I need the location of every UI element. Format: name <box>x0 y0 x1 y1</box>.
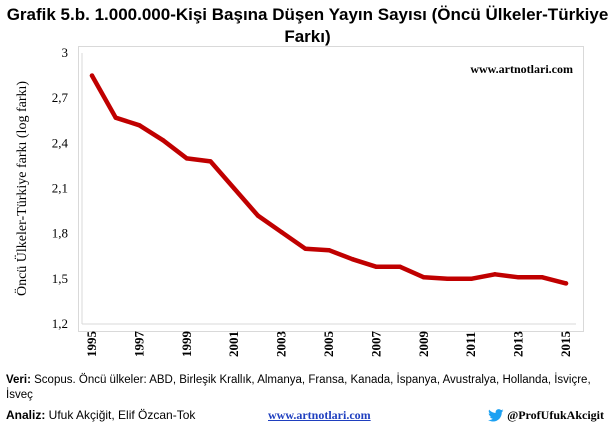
y-tick-label: 2,4 <box>52 135 69 150</box>
y-tick-label: 1,2 <box>52 316 68 331</box>
plot-area-border <box>78 46 584 332</box>
watermark: www.artnotlari.com <box>470 62 573 76</box>
x-tick-label: 2003 <box>274 331 289 358</box>
x-tick-label: 2001 <box>226 331 241 357</box>
data-point <box>516 275 521 280</box>
data-point <box>326 248 332 253</box>
data-point <box>421 275 426 280</box>
data-point <box>563 281 569 286</box>
x-tick-label: 1995 <box>84 331 99 358</box>
x-tick-label: 2005 <box>321 331 336 358</box>
source-label: Veri: <box>6 374 31 386</box>
x-tick-label: 2011 <box>463 332 478 357</box>
data-point <box>160 138 166 143</box>
data-point <box>137 123 142 128</box>
x-tick-label: 2009 <box>416 331 431 358</box>
twitter-handle-text: @ProfUfukAkcigit <box>507 408 604 422</box>
data-point <box>232 186 237 191</box>
data-point <box>303 246 308 251</box>
twitter-bird-icon <box>488 409 504 422</box>
x-tick-label: 2015 <box>558 331 573 358</box>
line-chart: 1,2 1,5 1,8 2,1 2,4 2,7 3 1995 1997 1999 2001 2003 2… <box>13 45 576 357</box>
y-tick-label: 1,5 <box>52 271 68 286</box>
analysis-credit: Analiz: Ufuk Akçiğit, Elif Özcan-Tok <box>6 408 195 422</box>
data-point <box>89 73 95 78</box>
data-point <box>255 213 261 218</box>
analysis-label: Analiz: <box>6 408 46 422</box>
data-point <box>469 276 474 282</box>
y-tick-label: 2,1 <box>52 181 68 196</box>
axes: 1,2 1,5 1,8 2,1 2,4 2,7 3 1995 1997 1999 2001 2003 2… <box>52 45 576 357</box>
chart-marks <box>89 73 569 286</box>
data-point <box>492 272 498 277</box>
y-tick-label: 2,7 <box>52 90 69 105</box>
x-tick-label: 1999 <box>179 331 194 358</box>
y-tick-label: 3 <box>62 45 69 60</box>
x-tick-label: 2007 <box>368 331 383 358</box>
x-tick-label: 1997 <box>131 331 146 358</box>
data-point <box>374 264 379 269</box>
footer-credits: Analiz: Ufuk Akçiğit, Elif Özcan-Tok www… <box>6 408 612 424</box>
y-axis-label: Öncü Ülkeler-Türkiye farkı (log farkı) <box>13 81 30 296</box>
twitter-handle[interactable]: @ProfUfukAkcigit <box>488 408 604 423</box>
y-tick-label: 1,8 <box>52 226 68 241</box>
data-point <box>397 264 403 269</box>
source-text: Scopus. Öncü ülkeler: ABD, Birleşik Kral… <box>6 374 591 401</box>
data-point <box>208 159 213 164</box>
data-point <box>445 276 450 282</box>
data-point <box>113 115 118 120</box>
data-point <box>279 229 284 235</box>
x-tick-label: 2013 <box>511 331 526 358</box>
data-point <box>350 257 355 262</box>
data-point <box>540 275 545 280</box>
chart-title: Grafik 5.b. 1.000.000-Kişi Başına Düşen … <box>6 5 609 46</box>
footer-source: Veri: Scopus. Öncü ülkeler: ABD, Birleşi… <box>6 373 612 403</box>
analysis-text: Ufuk Akçiğit, Elif Özcan-Tok <box>45 408 196 422</box>
data-point <box>184 156 189 161</box>
site-link[interactable]: www.artnotlari.com <box>268 408 371 422</box>
